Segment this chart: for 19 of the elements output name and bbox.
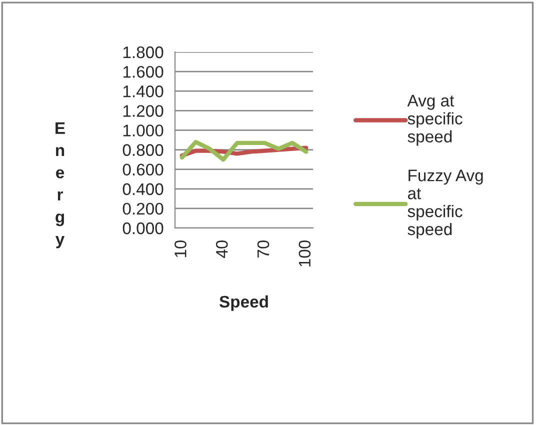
y-tick-label: 0.000 bbox=[122, 222, 164, 234]
y-tick-label: 1.400 bbox=[123, 86, 164, 98]
y-axis-title: Energy bbox=[55, 122, 65, 248]
legend-label: Avg at specific speed bbox=[407, 94, 462, 146]
y-tick-label: 0.600 bbox=[122, 164, 164, 176]
y-tick-label: 1.800 bbox=[123, 46, 164, 58]
y-tick-label: 0.200 bbox=[122, 202, 164, 215]
x-axis-title: Speed bbox=[219, 295, 268, 311]
legend-label: Fuzzy Avg at specific speed bbox=[408, 170, 483, 238]
x-tick-label: 10 bbox=[174, 240, 186, 258]
x-tick-label: 70 bbox=[257, 240, 270, 258]
y-tick-label: 1.600 bbox=[123, 66, 164, 78]
y-tick-label: 0.800 bbox=[122, 144, 164, 156]
y-tick-label: 1.000 bbox=[123, 124, 164, 136]
y-tick-label: 1.200 bbox=[123, 105, 164, 117]
y-tick-label: 0.400 bbox=[122, 183, 164, 196]
line-series bbox=[180, 140, 308, 162]
x-tick-label: 40 bbox=[216, 240, 228, 258]
x-tick-label: 100 bbox=[298, 240, 311, 266]
